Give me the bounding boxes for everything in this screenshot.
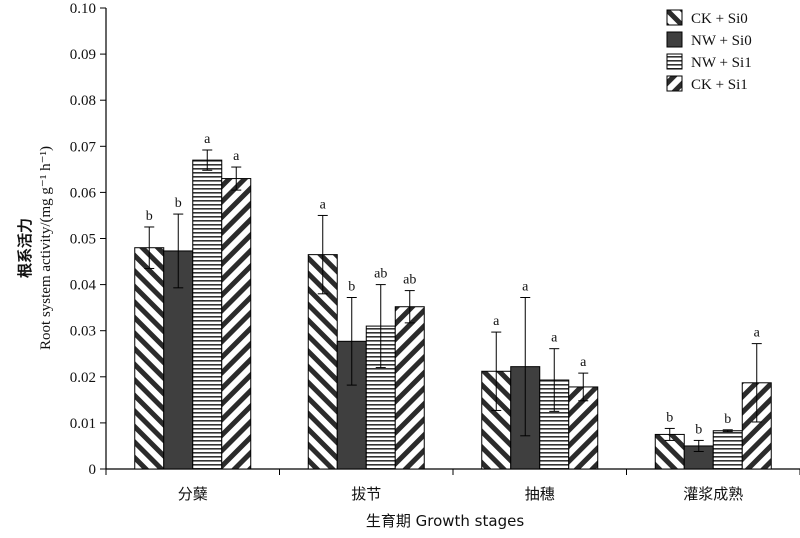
significance-label: a — [551, 331, 558, 346]
y-ticks: 0 0.01 0.02 0.03 0.04 0.05 0.06 0.07 0.08 0.09 0.1… — [70, 1, 106, 478]
legend-swatch — [666, 9, 683, 26]
legend-swatch — [666, 75, 683, 92]
y-tick-label: 0.08 — [70, 93, 96, 109]
y-tick-label: 0.05 — [70, 232, 96, 248]
bars — [134, 149, 772, 470]
y-tick-label: 0.09 — [70, 47, 96, 63]
legend: CK + Si0 NW + Si0 NW + Si1 CK + Si1 — [666, 9, 752, 93]
significance-label: a — [754, 326, 761, 341]
bar — [394, 306, 425, 470]
legend-swatch — [666, 53, 683, 70]
significance-label: a — [233, 149, 240, 164]
y-tick-label: 0.02 — [70, 370, 96, 386]
significance-label: b — [666, 410, 673, 425]
y-tick-label: 0.04 — [70, 278, 97, 294]
x-ticks: 分蘖 拔节 抽穗 灌浆成熟 — [105, 469, 800, 503]
significance-label: a — [320, 197, 327, 212]
x-axis-title: 生育期 Growth stages — [366, 512, 524, 530]
legend-label: NW + Si0 — [691, 33, 752, 49]
significance-label: b — [146, 209, 153, 224]
y-axis-title: 根系活力 Root system activity/(mg g⁻¹ h⁻¹) — [16, 146, 54, 350]
significance-label: a — [522, 280, 529, 295]
significance-label: b — [695, 422, 702, 437]
category-label: 分蘖 — [178, 485, 208, 503]
legend-label: CK + Si0 — [691, 11, 748, 27]
significance-label: b — [348, 280, 355, 295]
y-tick-label: 0.06 — [70, 185, 97, 201]
y-axis-title-en: Root system activity/(mg g⁻¹ h⁻¹) — [38, 146, 54, 350]
bar — [221, 178, 252, 470]
legend-label: NW + Si1 — [691, 55, 752, 71]
bar — [712, 430, 743, 470]
y-tick-label: 0.01 — [70, 416, 96, 432]
category-label: 抽穗 — [525, 485, 555, 503]
bar — [192, 159, 223, 470]
y-tick-label: 0.10 — [70, 1, 96, 17]
y-tick-label: 0.07 — [70, 139, 97, 155]
y-tick-label: 0.03 — [70, 324, 96, 340]
bar — [134, 247, 165, 470]
significance-label: ab — [374, 267, 387, 282]
significance-label: b — [724, 412, 731, 427]
significance-label: a — [580, 355, 587, 370]
significance-label: ab — [403, 273, 416, 288]
y-axis-title-cn: 根系活力 — [16, 218, 34, 278]
category-label: 灌浆成熟 — [683, 485, 743, 503]
category-label: 拔节 — [351, 485, 381, 503]
significance-label: a — [493, 314, 500, 329]
significance-label: a — [204, 132, 211, 147]
y-tick-label: 0 — [89, 462, 97, 478]
significance-label: b — [175, 196, 182, 211]
legend-swatch — [666, 31, 683, 48]
legend-label: CK + Si1 — [691, 77, 748, 93]
